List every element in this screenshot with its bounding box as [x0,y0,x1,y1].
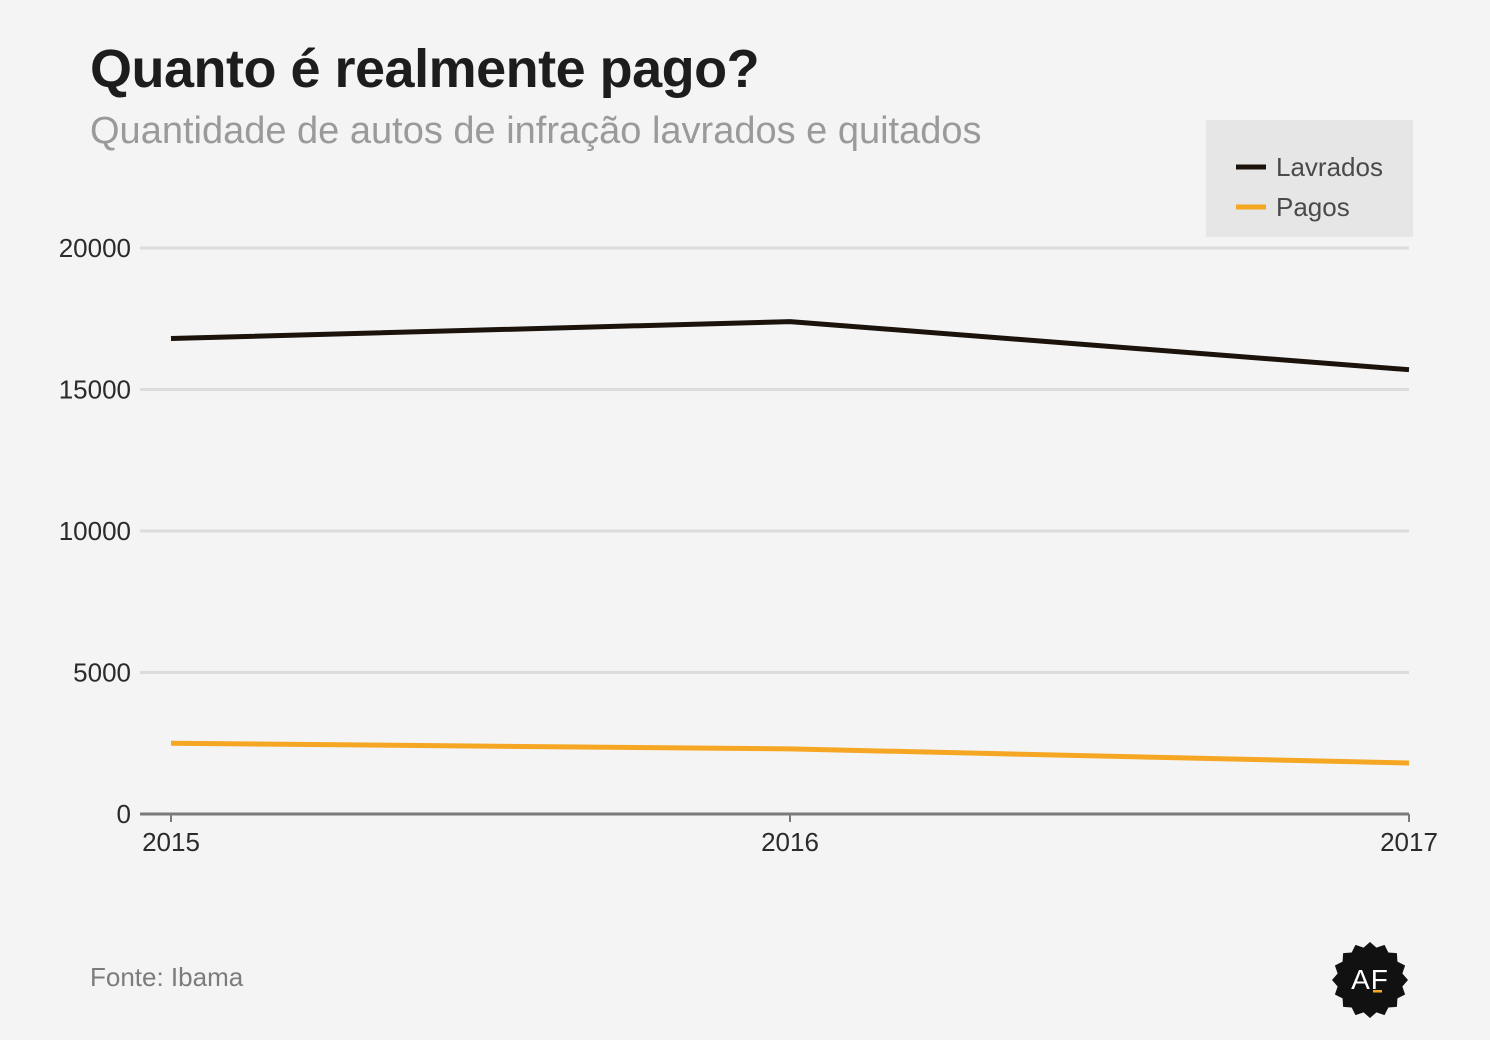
x-tick-label: 2016 [761,827,819,857]
logo-text: AF [1351,964,1389,995]
series-line-lavrados [170,319,1410,373]
series-line-pagos [170,740,1410,766]
legend-box [1206,120,1413,237]
source-note: Fonte: Ibama [90,962,244,992]
chart-title: Quanto é realmente pago? [90,39,760,99]
gridlines [140,246,1409,674]
y-tick-label: 0 [117,799,131,829]
series-lines [170,319,1410,766]
legend-label: Lavrados [1276,152,1383,182]
y-tick-label: 10000 [59,516,131,546]
axes: 0 5000 10000 15000 20000 2015 2016 2017 [59,233,1438,857]
brand-logo: AF [1330,940,1410,1020]
chart-subtitle: Quantidade de autos de infração lavrados… [90,110,982,152]
x-tick-label: 2015 [142,827,200,857]
legend-label: Pagos [1276,192,1350,222]
x-tick-label: 2017 [1380,827,1438,857]
y-tick-label: 15000 [59,375,131,405]
legend: Lavrados Pagos [1206,120,1413,237]
logo-seal-icon [1332,942,1408,1018]
y-tick-label: 20000 [59,233,131,263]
y-tick-label: 5000 [73,658,131,688]
